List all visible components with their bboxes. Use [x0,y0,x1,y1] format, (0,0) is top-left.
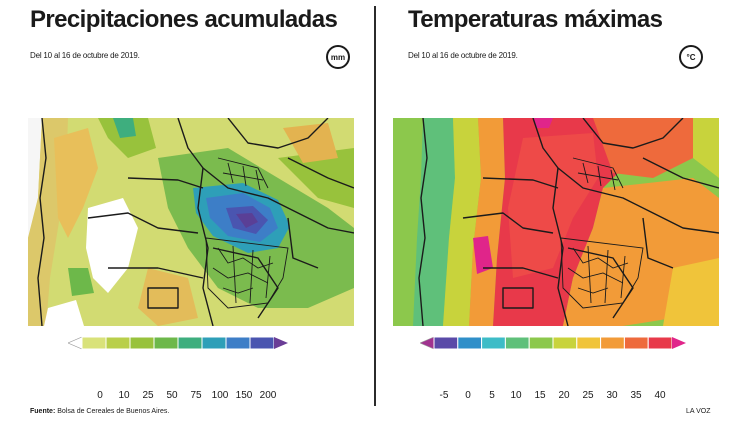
temperature-scale-tick-label: -5 [439,390,449,401]
temperature-scale-segment [600,336,625,350]
temperature-scale-tick-label: 10 [510,390,522,401]
precipitation-scale-segment [129,336,155,350]
temperature-scale-segment [433,336,459,350]
precipitation-scale-tick-label: 100 [211,390,229,401]
precipitation-scale-segment [249,336,275,350]
precipitation-scale-segment [153,336,179,350]
temperature-scale-segment [457,336,483,350]
source-note: Fuente: Bolsa de Cereales de Buenos Aire… [30,408,169,415]
temperature-scale-tick-label: 15 [534,390,546,401]
precipitation-scale-tick-label: 200 [259,390,277,401]
temperature-unit-badge: °C [679,45,703,69]
temperature-scale-tick-label: 30 [606,390,618,401]
temperature-scale-tick-label: 35 [630,390,642,401]
temperature-date-range: Del 10 al 16 de octubre de 2019. [408,51,518,60]
temperature-scale-tick-label: 0 [465,390,471,401]
precipitation-color-scale-graphic [67,336,288,350]
precipitation-scale-segment [201,336,227,350]
temperature-map [393,118,719,326]
precipitation-unit-badge: mm [326,45,350,69]
precipitation-scale-tick-label: 150 [235,390,253,401]
temperature-color-scale-graphic [419,336,686,350]
temperature-color-scale [419,336,686,350]
temperature-title: Temperaturas máximas [408,6,663,33]
precipitation-scale-tick-label: 0 [97,390,103,401]
precipitation-scale-tick-label: 25 [142,390,154,401]
precipitation-color-scale [67,336,288,350]
precipitation-scale-arrow-high [274,337,288,349]
precipitation-date-range: Del 10 al 16 de octubre de 2019. [30,51,140,60]
temperature-scale-segment [528,336,554,350]
temperature-scale-segment [504,336,530,350]
temperature-scale-segment [623,336,649,350]
temperature-scale-arrow-high [672,337,686,349]
source-label: Fuente: [30,408,56,415]
source-text: Bolsa de Cereales de Buenos Aires. [57,408,170,415]
precipitation-scale-tick-label: 50 [166,390,178,401]
precipitation-scale-segment [81,336,107,350]
precipitation-scale-segment [177,336,203,350]
precipitation-scale-segment [105,336,131,350]
precipitation-title: Precipitaciones acumuladas [30,6,338,33]
precipitation-scale-arrow-low [67,336,83,350]
precipitation-scale-segment [225,336,251,350]
panel-divider [374,6,376,406]
precipitation-map-graphic [28,118,354,326]
temperature-scale-segment [552,336,578,350]
temperature-scale-tick-label: 25 [582,390,594,401]
publisher-brand: LA VOZ [686,408,711,415]
temperature-scale-arrow-low [419,336,435,350]
temperature-scale-tick-label: 40 [654,390,666,401]
temperature-panel: Temperaturas máximas Del 10 al 16 de oct… [378,0,750,422]
temperature-scale-tick-label: 20 [558,390,570,401]
temperature-scale-tick-label: 5 [489,390,495,401]
temperature-scale-segment [481,336,506,350]
precipitation-scale-tick-label: 75 [190,390,202,401]
precipitation-scale-tick-label: 10 [118,390,130,401]
precipitation-panel: Precipitaciones acumuladas Del 10 al 16 … [0,0,372,422]
temperature-map-graphic [393,118,719,326]
temperature-scale-segment [576,336,602,350]
temperature-scale-segment [647,336,673,350]
precipitation-map [28,118,354,326]
